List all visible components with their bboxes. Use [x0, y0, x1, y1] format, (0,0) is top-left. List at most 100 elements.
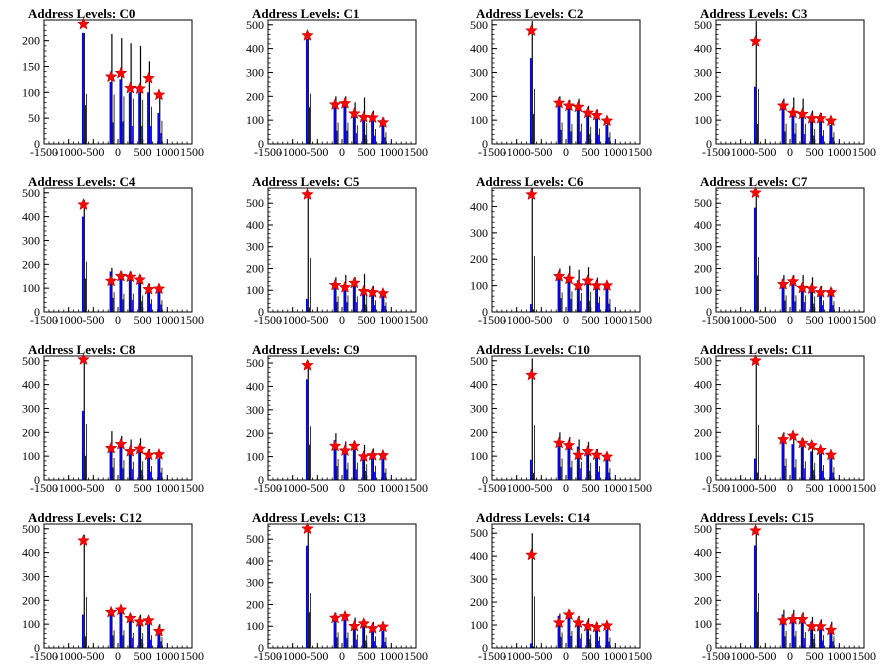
plot-frame — [267, 523, 417, 649]
x-tick-label: 0 — [787, 313, 793, 327]
peak-marker — [301, 28, 314, 41]
x-tick-label: -1500 — [478, 481, 506, 495]
panel-7: Address Levels: C70100200300400500-1500-… — [694, 174, 876, 327]
x-tick-label: 1500 — [404, 481, 428, 495]
peak-marker — [114, 603, 128, 616]
peak-marker — [338, 96, 352, 109]
peak-marker — [357, 110, 371, 123]
y-tick-label: 300 — [246, 576, 264, 590]
peak-marker — [366, 111, 379, 124]
y-tick-label: 400 — [22, 378, 40, 392]
panel-4: Address Levels: C40100200300400500-1500-… — [22, 174, 204, 327]
panel-10: Address Levels: C10 0 100 200 300 400 500 -1500… — [470, 342, 652, 495]
peak-marker — [152, 624, 166, 637]
peak-marker — [590, 448, 603, 461]
y-tick-label: 400 — [694, 378, 712, 392]
x-tick-label: -1500 — [478, 313, 506, 327]
peak-marker — [376, 448, 390, 461]
y-tick-label: 300 — [694, 65, 712, 79]
peak-marker — [824, 448, 838, 461]
x-tick-label: -1000 — [279, 481, 307, 495]
panel-title: Address Levels: C3 — [700, 6, 808, 21]
x-tick-label: -500 — [530, 313, 552, 327]
y-tick-label: 100 — [694, 449, 712, 463]
plot-frame — [715, 355, 865, 481]
x-tick-label: 1000 — [827, 649, 851, 663]
y-tick-label: 0 — [482, 473, 488, 487]
peak-marker — [123, 611, 137, 624]
y-tick-label: 100 — [470, 449, 488, 463]
panel-12: Address Levels: C12 0 100 200 300 400 500 -1500… — [22, 510, 204, 663]
x-tick-label: -1500 — [30, 145, 58, 159]
x-tick-label: -1000 — [727, 649, 755, 663]
y-tick-label: 400 — [246, 379, 264, 393]
peak-marker — [805, 282, 819, 295]
peak-marker — [525, 368, 538, 381]
peak-marker — [795, 436, 809, 449]
y-tick-label: 200 — [22, 593, 40, 607]
x-tick-label: 0 — [115, 649, 121, 663]
peak-marker — [571, 448, 585, 461]
x-tick-label: 1500 — [404, 145, 428, 159]
peak-marker — [776, 99, 790, 112]
y-tick-label: 300 — [246, 65, 264, 79]
y-tick-label: 400 — [470, 199, 488, 213]
panel-13: Address Levels: C13 0 100 200 300 400 500 -1500… — [246, 510, 428, 663]
y-tick-label: 100 — [22, 449, 40, 463]
x-tick-label: -1000 — [503, 481, 531, 495]
peak-marker — [152, 282, 166, 295]
x-tick-label: -500 — [82, 145, 104, 159]
x-tick-label: -1000 — [279, 145, 307, 159]
y-tick-label: 0 — [258, 641, 264, 655]
panel-title: Address Levels: C8 — [28, 342, 136, 357]
plot-frame — [715, 19, 865, 145]
y-tick-label: 400 — [246, 218, 264, 232]
panel-title: Address Levels: C5 — [252, 174, 360, 189]
plot-frame — [715, 523, 865, 649]
peak-marker — [571, 100, 585, 113]
y-tick-label: 500 — [246, 18, 264, 32]
x-tick-label: 0 — [787, 145, 793, 159]
x-tick-label: -1500 — [30, 481, 58, 495]
peak-marker — [581, 274, 595, 287]
peak-marker — [152, 447, 166, 460]
peak-marker — [376, 620, 390, 633]
x-tick-label: 500 — [134, 481, 152, 495]
panel-title: Address Levels: C6 — [476, 174, 584, 189]
y-tick-label: 300 — [22, 401, 40, 415]
x-tick-label: 0 — [563, 145, 569, 159]
x-tick-label: 1000 — [603, 313, 627, 327]
peak-marker — [824, 623, 838, 636]
peak-marker — [301, 187, 314, 200]
peak-marker — [338, 444, 352, 457]
peak-marker — [347, 107, 361, 120]
y-tick-label: 100 — [246, 283, 264, 297]
x-tick-label: -1500 — [254, 481, 282, 495]
x-tick-label: 500 — [358, 649, 376, 663]
x-tick-label: 1000 — [379, 313, 403, 327]
y-tick-label: 200 — [246, 89, 264, 103]
plot-frame — [267, 187, 417, 313]
x-tick-label: 500 — [806, 481, 824, 495]
x-tick-label: -1500 — [702, 313, 730, 327]
x-tick-label: -500 — [306, 649, 328, 663]
x-tick-label: -1000 — [727, 313, 755, 327]
peak-marker — [123, 270, 137, 283]
x-tick-label: 500 — [134, 649, 152, 663]
y-tick-label: 200 — [246, 597, 264, 611]
peak-marker — [376, 115, 390, 128]
x-tick-label: -1000 — [503, 649, 531, 663]
y-tick-label: 500 — [694, 18, 712, 32]
y-tick-label: 0 — [706, 473, 712, 487]
x-tick-label: -1500 — [702, 481, 730, 495]
peak-marker — [786, 274, 800, 287]
panel-title: Address Levels: C11 — [700, 342, 813, 357]
peak-marker — [562, 99, 576, 112]
x-tick-label: -500 — [82, 313, 104, 327]
x-tick-label: 500 — [582, 145, 600, 159]
x-tick-label: 0 — [787, 481, 793, 495]
y-tick-label: 0 — [258, 473, 264, 487]
y-tick-label: 400 — [22, 210, 40, 224]
y-tick-label: 400 — [694, 546, 712, 560]
